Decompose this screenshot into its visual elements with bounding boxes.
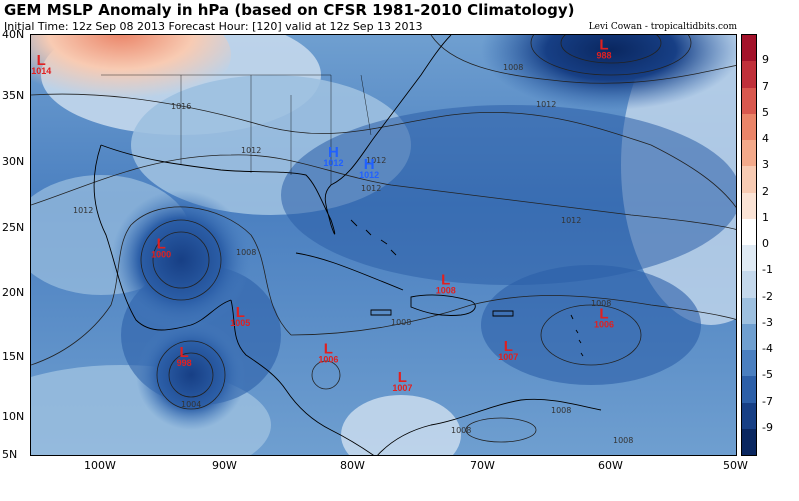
colorbar-segment xyxy=(742,218,756,245)
pressure-value: 1007 xyxy=(498,352,518,362)
lon-label: 90W xyxy=(212,459,237,472)
contour-label: 1012 xyxy=(73,206,93,215)
pressure-value: 1012 xyxy=(359,170,379,180)
colorbar-label: 5 xyxy=(762,105,769,119)
colorbar-label: -1 xyxy=(762,263,773,277)
contour-label: 1008 xyxy=(613,436,633,445)
isobar-contours xyxy=(31,35,736,443)
lon-label: 50W xyxy=(723,459,748,472)
colorbar-label: 2 xyxy=(762,184,769,198)
pressure-value: 998 xyxy=(177,358,192,368)
low-pressure-marker: L xyxy=(236,304,245,321)
colorbar-label: -4 xyxy=(762,342,773,355)
high-pressure-marker: H xyxy=(328,144,339,161)
colorbar-label: 9 xyxy=(762,53,769,67)
contour-label: 1008 xyxy=(591,299,611,308)
lat-label: 40N xyxy=(2,28,25,41)
colorbar-label: 3 xyxy=(762,158,769,172)
pressure-value: 1006 xyxy=(318,354,338,364)
colorbar-segment xyxy=(742,192,756,219)
lat-label: 25N xyxy=(2,221,25,234)
pressure-value: 1005 xyxy=(230,318,250,328)
pressure-value: 1006 xyxy=(594,319,614,329)
contour-label: 1004 xyxy=(181,400,201,409)
colorbar-segment xyxy=(742,166,756,193)
low-pressure-marker: L xyxy=(504,338,513,355)
contour-label: 1012 xyxy=(241,146,261,155)
pressure-centers: L1014L988L1000L998L1005L1006L1008L1007L1… xyxy=(31,36,614,393)
high-pressure-marker: H xyxy=(364,156,375,173)
contour-label: 1008 xyxy=(503,63,523,72)
contour-label: 1012 xyxy=(361,184,381,193)
colorbar-segment xyxy=(742,245,756,272)
low-pressure-marker: L xyxy=(157,235,166,252)
low-pressure-marker: L xyxy=(37,52,46,69)
colorbar-label: 1 xyxy=(762,210,769,224)
colorbar-label: 7 xyxy=(762,79,769,93)
lon-label: 100W xyxy=(84,459,116,472)
map-title: GEM MSLP Anomaly in hPa (based on CFSR 1… xyxy=(4,1,575,19)
low-pressure-marker: L xyxy=(599,305,608,322)
colorbar-segment xyxy=(742,113,756,140)
lon-label: 60W xyxy=(598,459,623,472)
contour-label: 1012 xyxy=(366,156,386,165)
contour-label: 1008 xyxy=(451,426,471,435)
colorbar-segment xyxy=(742,402,756,429)
contour-label: 1012 xyxy=(561,216,581,225)
lon-label: 70W xyxy=(470,459,495,472)
mslp-anomaly-map: 1016 1012 1012 1012 1008 1012 1012 1012 … xyxy=(30,34,737,456)
contour-label: 1008 xyxy=(391,318,411,327)
pressure-value: 1014 xyxy=(31,66,51,76)
colorbar xyxy=(741,34,757,456)
contour-label: 1016 xyxy=(171,102,191,111)
colorbar-label: -2 xyxy=(762,289,773,303)
low-pressure-marker: L xyxy=(599,36,608,53)
lat-label: 15N xyxy=(2,350,25,363)
pressure-value: 1007 xyxy=(392,383,412,393)
low-pressure-marker: L xyxy=(324,340,333,357)
colorbar-label: -9 xyxy=(762,420,773,434)
colorbar-segment xyxy=(742,61,756,88)
colorbar-label: -7 xyxy=(762,394,773,408)
colorbar-segment xyxy=(742,350,756,377)
colorbar-label: 4 xyxy=(762,132,769,145)
colorbar-label: -5 xyxy=(762,368,773,382)
colorbar-label: -3 xyxy=(762,315,773,329)
map-subtitle: Initial Time: 12z Sep 08 2013 Forecast H… xyxy=(4,20,423,33)
contour-label: 1008 xyxy=(551,406,571,415)
coastlines xyxy=(93,35,602,455)
contour-labels: 1016 1012 1012 1012 1008 1012 1012 1012 … xyxy=(73,63,633,445)
colorbar-segment xyxy=(742,271,756,298)
lat-label: 35N xyxy=(2,89,25,102)
low-pressure-marker: L xyxy=(398,369,407,386)
low-pressure-marker: L xyxy=(441,272,450,289)
colorbar-label: 0 xyxy=(762,237,769,250)
pressure-value: 1008 xyxy=(436,286,456,296)
pressure-value: 1000 xyxy=(151,249,171,259)
lat-label: 5N xyxy=(2,448,18,461)
colorbar-segment xyxy=(742,35,756,62)
colorbar-segment xyxy=(742,376,756,403)
lat-label: 10N xyxy=(2,410,25,423)
lon-label: 80W xyxy=(340,459,365,472)
colorbar-segment xyxy=(742,428,756,455)
lat-label: 20N xyxy=(2,286,25,299)
colorbar-segment xyxy=(742,323,756,350)
low-pressure-marker: L xyxy=(180,344,189,361)
pressure-value: 1012 xyxy=(323,158,343,168)
colorbar-segment xyxy=(742,140,756,167)
colorbar-segment xyxy=(742,87,756,114)
contour-label: 1012 xyxy=(536,100,556,109)
pressure-value: 988 xyxy=(596,50,611,60)
contour-label: 1008 xyxy=(236,248,256,257)
credit-text: Levi Cowan - tropicaltidbits.com xyxy=(588,22,737,32)
lat-label: 30N xyxy=(2,155,25,168)
colorbar-segment xyxy=(742,297,756,324)
